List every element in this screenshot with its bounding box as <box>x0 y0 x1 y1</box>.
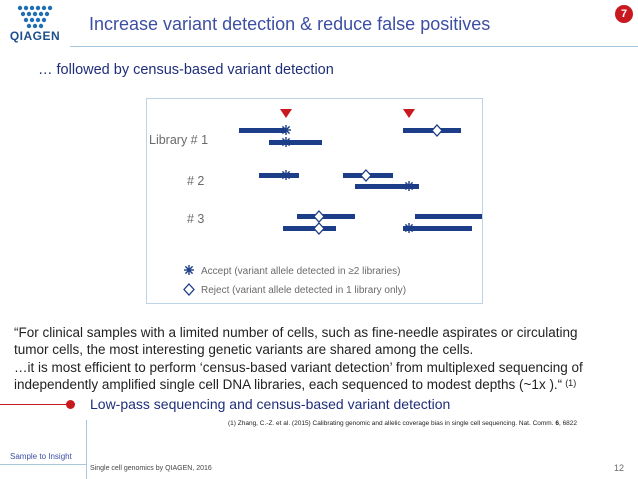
variant-position-marker-1 <box>280 109 292 118</box>
header-divider <box>70 46 638 47</box>
quote-line: tumor cells, the most interesting geneti… <box>14 342 474 358</box>
read-bar <box>283 226 336 231</box>
footer-tagline: Sample to Insight <box>10 452 72 461</box>
page-title: Increase variant detection & reduce fals… <box>89 14 491 34</box>
library-label-2: # 2 <box>187 174 204 188</box>
footer-divider <box>0 464 86 465</box>
reject-marker-icon <box>313 222 325 235</box>
bullet-dot-icon <box>66 400 75 409</box>
key-point-bullet: Low-pass sequencing and census-based var… <box>0 395 638 415</box>
read-bar <box>269 140 322 145</box>
legend-accept-label: Accept (variant allele detected in ≥2 li… <box>201 266 400 277</box>
legend-accept-icon <box>184 265 194 275</box>
accept-marker-icon <box>281 137 291 147</box>
bullet-line <box>0 404 70 405</box>
read-bar <box>259 173 299 178</box>
census-variant-diagram: Library # 1 # 2 # 3 <box>146 98 483 304</box>
quote-reference: (1) <box>565 377 577 388</box>
quote-line: independently amplified single cell DNA … <box>14 376 563 392</box>
variant-position-marker-2 <box>403 109 415 118</box>
reject-marker-icon <box>431 124 443 137</box>
bullet-text: Low-pass sequencing and census-based var… <box>90 396 451 412</box>
accept-marker-icon <box>281 170 291 180</box>
footnote-volume: 6 <box>555 420 559 427</box>
footnote-pages: , 6822 <box>558 420 578 427</box>
read-bar <box>297 214 355 219</box>
read-bar <box>415 214 482 219</box>
read-bar <box>403 226 472 231</box>
footer-vertical-divider <box>86 420 87 479</box>
legend-reject-label: Reject (variant allele detected in 1 lib… <box>201 285 406 296</box>
section-subtitle: … followed by census-based variant detec… <box>38 62 334 78</box>
quote-block: “For clinical samples with a limited num… <box>14 324 636 393</box>
qiagen-logo: QIAGEN <box>8 5 62 47</box>
library-label-3: # 3 <box>187 212 204 226</box>
quote-line: …it is most efficient to perform ‘census… <box>14 359 583 375</box>
quote-line: “For clinical samples with a limited num… <box>14 325 578 340</box>
read-bar <box>239 128 286 133</box>
accept-marker-icon <box>404 181 414 191</box>
accept-marker-icon <box>404 223 414 233</box>
reject-marker-icon <box>313 210 325 223</box>
quote-line-last: independently amplified single cell DNA … <box>14 376 636 393</box>
legend-reject-icon <box>183 283 195 296</box>
logo-dots-icon <box>17 5 53 29</box>
library-label-1: Library # 1 <box>149 133 208 147</box>
page-number: 12 <box>614 463 625 473</box>
logo-text: QIAGEN <box>9 29 61 43</box>
slide-number-badge: 7 <box>615 5 633 23</box>
footnote-text: (1) Zhang, C.-Z. et al. (2015) Calibrati… <box>228 420 556 427</box>
accept-marker-icon <box>281 125 291 135</box>
read-bar <box>355 184 419 189</box>
reject-marker-icon <box>360 169 372 182</box>
citation-footnote: (1) Zhang, C.-Z. et al. (2015) Calibrati… <box>228 420 577 427</box>
footer-source: Single cell genomics by QIAGEN, 2016 <box>90 465 212 472</box>
